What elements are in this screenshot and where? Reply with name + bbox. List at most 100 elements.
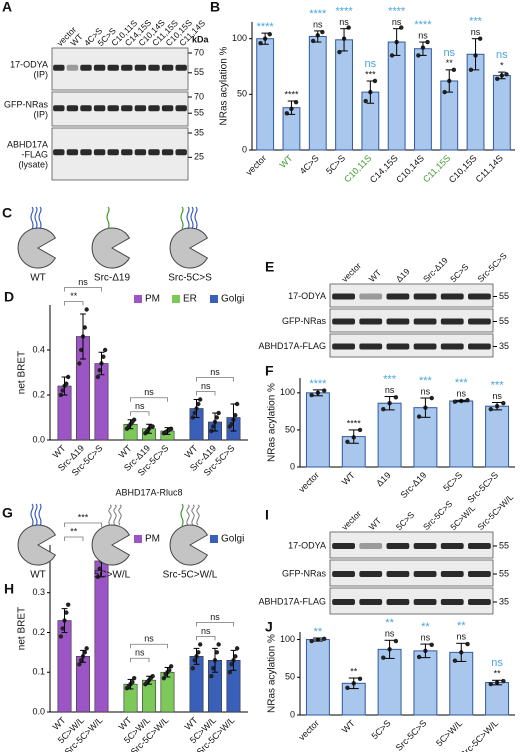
blot-band xyxy=(413,571,437,577)
x-tick-label: vector xyxy=(297,718,321,742)
legend-label: Golgi xyxy=(221,294,244,305)
blot-band xyxy=(440,599,464,605)
y-tick-label: 100 xyxy=(280,634,295,644)
significance-bracket xyxy=(64,287,102,292)
panel-label: I xyxy=(265,507,269,523)
data-point xyxy=(363,98,368,104)
significance-label: ns xyxy=(201,626,211,636)
data-point xyxy=(429,395,434,401)
significance-label: ns xyxy=(210,367,220,377)
lipid xyxy=(113,504,117,526)
blot-band xyxy=(80,64,92,71)
y-axis-label: net BRET xyxy=(17,351,28,394)
data-point xyxy=(58,392,64,398)
data-point xyxy=(130,679,135,685)
blot-band xyxy=(386,571,410,577)
x-tick-label: Src-5C>S xyxy=(465,470,500,505)
data-point xyxy=(101,354,106,359)
blot-band xyxy=(66,149,79,156)
blot-band xyxy=(359,543,383,549)
diagram-label: WT xyxy=(30,273,46,284)
blot-band xyxy=(386,293,410,300)
blot-band xyxy=(93,149,106,156)
data-point xyxy=(393,395,399,400)
bar xyxy=(305,639,330,716)
significance-label: ns xyxy=(421,386,431,396)
lane-label: WT xyxy=(367,516,383,532)
lipid xyxy=(108,504,112,526)
blot-band xyxy=(332,293,355,300)
marker-label: 70 xyxy=(194,47,204,57)
legend-swatch xyxy=(172,295,180,303)
blot-band xyxy=(53,105,65,112)
row-label: -FLAG xyxy=(21,149,48,159)
data-point xyxy=(131,417,137,422)
marker-label: 35 xyxy=(194,127,204,137)
x-tick-label: WT xyxy=(340,718,357,735)
blot-band xyxy=(121,64,133,71)
significance-bracket xyxy=(196,622,234,627)
data-point xyxy=(216,642,221,647)
lipid xyxy=(34,206,38,230)
legend-swatch xyxy=(134,535,142,543)
significance-label: ns xyxy=(313,19,323,29)
y-tick-label: 0.3 xyxy=(32,587,45,597)
blot-band xyxy=(148,149,160,156)
x-tick-label: C11,14S xyxy=(474,153,505,184)
blot-panel xyxy=(329,333,494,358)
significance-label: ** xyxy=(70,291,78,301)
lipid xyxy=(34,503,38,527)
enzyme-shape xyxy=(169,524,209,566)
bar xyxy=(413,650,438,716)
data-point xyxy=(95,374,101,380)
lipid xyxy=(180,206,184,230)
blot-band xyxy=(66,105,79,112)
panel-label: E xyxy=(265,259,274,275)
row-label: GFP-NRas xyxy=(282,316,327,326)
data-point xyxy=(65,374,71,380)
lipid xyxy=(38,503,42,527)
diagram-label: Src-Δ19 xyxy=(94,273,131,284)
row-label: (lysate) xyxy=(18,159,48,169)
panel-label: B xyxy=(210,0,220,15)
lipid xyxy=(196,504,200,526)
x-tick-label: 4C>S xyxy=(298,153,321,176)
bar xyxy=(305,392,330,468)
data-point xyxy=(381,655,386,660)
significance-label: ns xyxy=(456,389,466,399)
data-point xyxy=(64,381,69,386)
marker-label: 25 xyxy=(194,152,204,162)
panel-label: G xyxy=(2,505,13,521)
lipid xyxy=(118,504,122,526)
blot-panel xyxy=(329,308,494,333)
blot-band xyxy=(161,105,174,112)
blot-band xyxy=(468,599,491,605)
enzyme-shape xyxy=(17,524,57,566)
x-tick-label: 5C>S xyxy=(441,470,464,493)
blot-band xyxy=(121,105,133,112)
significance-label: **** xyxy=(257,21,275,33)
blot-band xyxy=(332,543,355,549)
blot-band xyxy=(134,149,147,156)
significance-label: ns xyxy=(385,629,395,639)
y-tick-label: 0.1 xyxy=(32,667,45,677)
blot-panel xyxy=(329,587,494,615)
significance-label: ns xyxy=(365,58,377,70)
significance-label: **** xyxy=(309,8,327,20)
data-point xyxy=(345,685,350,691)
significance-label: ns xyxy=(78,277,88,287)
lipid xyxy=(186,206,190,230)
blot-band xyxy=(175,149,187,156)
data-point xyxy=(192,658,197,663)
data-point xyxy=(150,674,155,679)
data-point xyxy=(452,399,458,404)
significance-label: ns xyxy=(421,632,431,642)
marker-label: 55 xyxy=(499,568,509,578)
enzyme-shape xyxy=(91,227,131,269)
x-tick-label: Src-5C>S xyxy=(394,718,429,752)
blot-band xyxy=(468,343,491,350)
x-tick-label: WT xyxy=(278,153,295,170)
significance-bracket xyxy=(64,522,102,527)
data-point xyxy=(77,361,82,366)
